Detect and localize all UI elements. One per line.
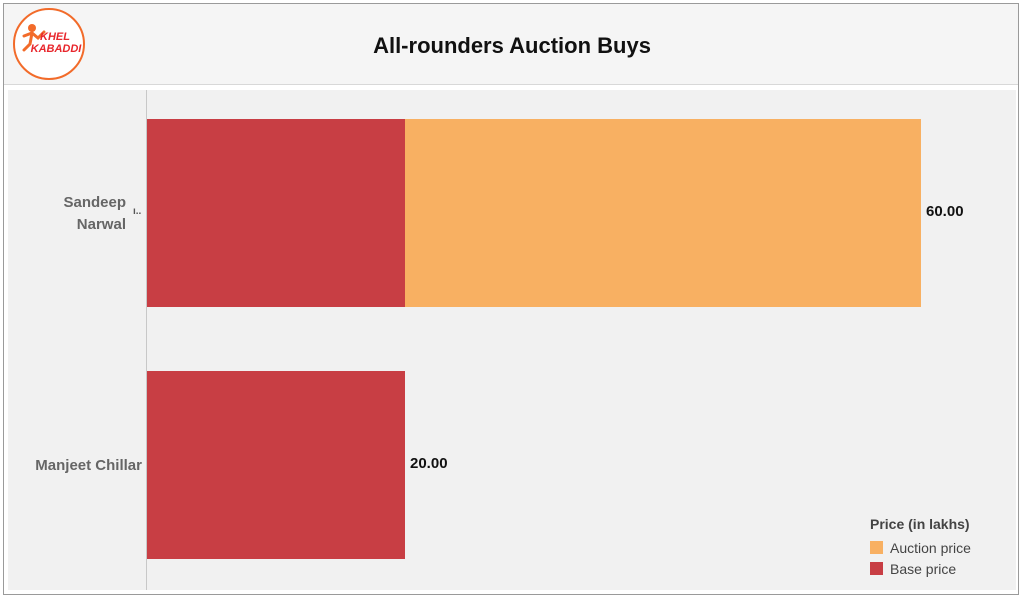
legend-label-base: Base price xyxy=(890,560,957,577)
category-label-line: Narwal xyxy=(76,216,126,233)
y-axis-line xyxy=(146,90,147,590)
legend-item-auction-price[interactable]: Auction price xyxy=(870,537,1010,558)
bar-base-price-sandeep-narwal[interactable] xyxy=(147,119,405,307)
value-label: 20.00 xyxy=(410,455,448,472)
value-label: 60.00 xyxy=(926,203,964,220)
legend-swatch-auction xyxy=(870,541,883,554)
category-label: Manjeet Chillar xyxy=(12,455,142,477)
khel-kabaddi-logo: KHEL KABADDI xyxy=(13,8,85,80)
kabaddi-player-icon xyxy=(22,24,46,52)
legend-item-base-price[interactable]: Base price xyxy=(870,558,1010,579)
legend-swatch-base xyxy=(870,562,883,575)
category-label: Sandeep Narwal xyxy=(0,192,126,236)
chart-header xyxy=(4,4,1018,85)
logo-text-line1: KHEL xyxy=(40,31,70,43)
chart-title: All-rounders Auction Buys xyxy=(373,33,651,58)
legend-label-auction: Auction price xyxy=(890,539,971,556)
logo-text-line2: KABADDI xyxy=(31,43,83,55)
category-label-line: Sandeep xyxy=(63,194,126,211)
bar-auction-price-sandeep-narwal[interactable] xyxy=(405,119,921,307)
bar-base-price-manjeet-chillar[interactable] xyxy=(147,371,405,559)
legend: Price (in lakhs) Auction price Base pric… xyxy=(870,516,1010,579)
category-label-line: Manjeet Chillar xyxy=(35,457,142,474)
legend-title: Price (in lakhs) xyxy=(870,516,970,532)
row-marker-icon: ı.. xyxy=(133,206,142,217)
